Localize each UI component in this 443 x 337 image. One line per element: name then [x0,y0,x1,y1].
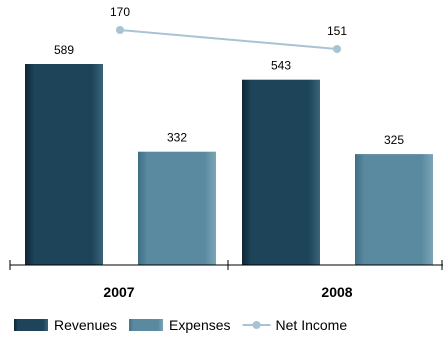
bar-expenses-2008 [355,154,433,265]
net-income-line-layer [116,26,341,53]
legend-item-net-income: Net Income [242,317,348,333]
x-tick-label-2007: 2007 [103,284,134,300]
legend: Revenues Expenses Net Income [14,317,347,333]
legend-marker-net-income [252,321,261,329]
legend-swatch-expenses [129,319,164,331]
legend-swatch-revenues [14,319,48,331]
data-label-revenues-2007: 589 [54,43,74,57]
bar-revenues-2008 [242,79,320,266]
point-net-income-2008 [333,45,341,53]
data-label-expenses-2007: 332 [167,131,187,145]
data-label-expenses-2008: 325 [384,133,404,147]
legend-item-expenses: Expenses [129,317,231,333]
data-label-net-income-2007: 170 [110,5,130,19]
point-net-income-2007 [116,26,124,34]
legend-label-expenses: Expenses [169,317,230,333]
legend-label-net-income: Net Income [276,317,348,333]
bars-layer [25,64,433,266]
data-label-net-income-2008: 151 [327,24,347,38]
line-net-income [119,29,338,50]
legend-label-revenues: Revenues [54,317,117,333]
bar-expenses-2007 [138,151,216,265]
data-labels: 589 543 332 325 170 151 [54,5,404,147]
bar-revenues-2007 [25,64,103,265]
data-label-revenues-2008: 543 [271,59,291,73]
legend-item-revenues: Revenues [14,317,117,333]
x-axis: 2007 2008 [9,260,443,300]
x-tick-label-2008: 2008 [321,284,352,300]
